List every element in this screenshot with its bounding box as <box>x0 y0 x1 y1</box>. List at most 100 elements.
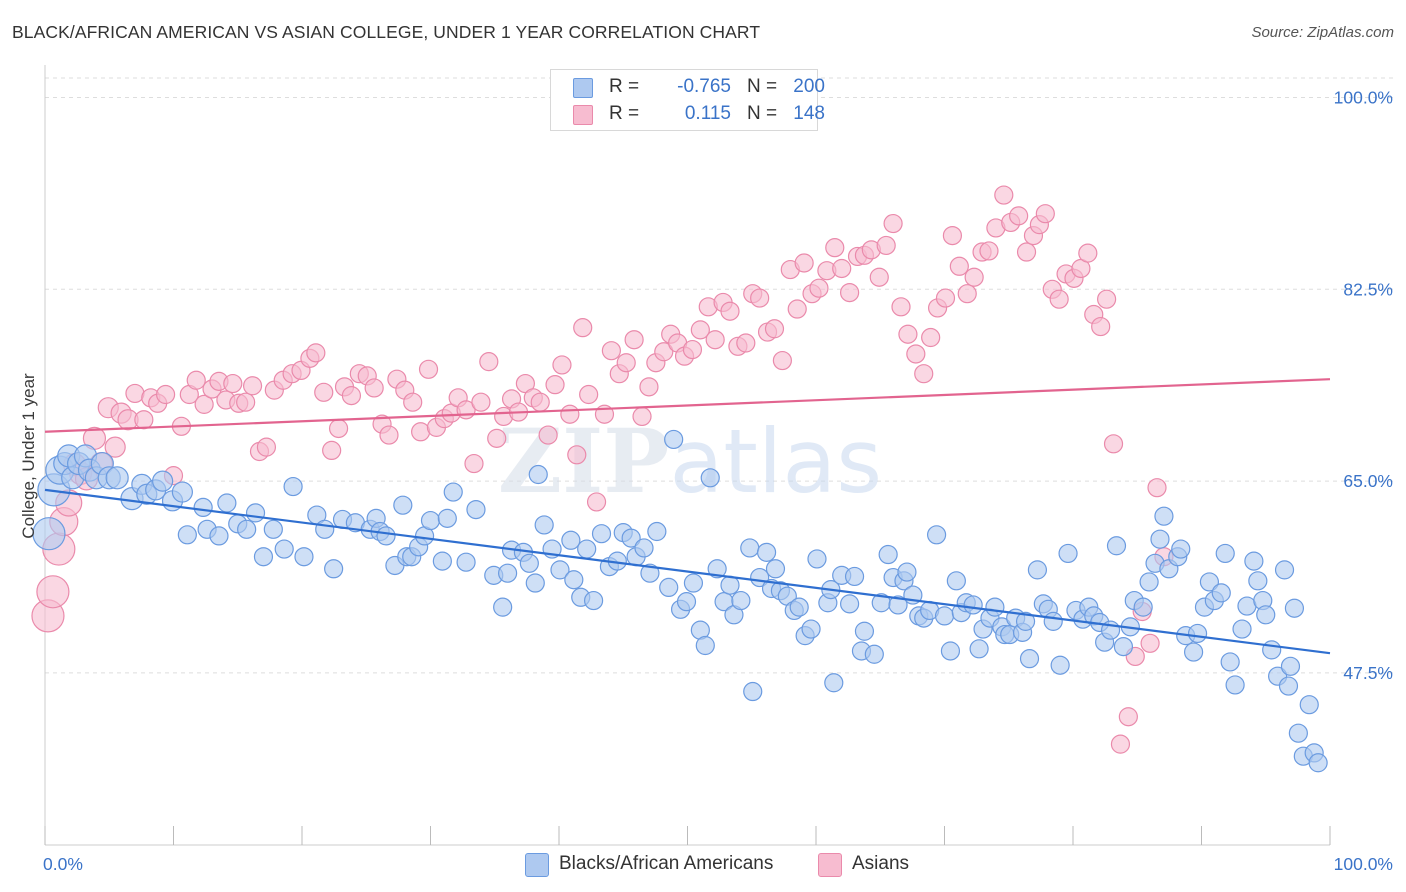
point-pink-62 <box>487 428 507 448</box>
point-pink-103 <box>787 299 807 319</box>
point-pink-1 <box>36 575 70 609</box>
point-pink-82 <box>632 406 652 427</box>
point-blue-107 <box>824 673 844 693</box>
point-pink-73 <box>567 445 587 465</box>
series-asians <box>31 185 1174 754</box>
point-blue-180 <box>1248 571 1268 591</box>
point-blue-59 <box>519 553 539 573</box>
point-blue-182 <box>1256 605 1276 625</box>
point-blue-91 <box>731 590 751 611</box>
point-pink-147 <box>1103 434 1124 454</box>
point-blue-52 <box>456 552 476 572</box>
legend-label-asians: Asians <box>852 853 910 874</box>
point-pink-22 <box>186 370 206 390</box>
series-blacks <box>32 429 1328 773</box>
point-blue-130 <box>963 595 983 615</box>
point-blue-86 <box>700 468 720 488</box>
point-blue-140 <box>1015 611 1036 631</box>
axes <box>44 65 1331 846</box>
point-pink-90 <box>690 320 710 340</box>
point-blue-188 <box>1284 598 1305 618</box>
point-pink-75 <box>579 384 599 405</box>
grid-lines <box>45 77 1395 674</box>
y-tick-labels: 47.5% 65.0% 82.5% 100.0% <box>1334 88 1393 683</box>
point-pink-148 <box>1110 734 1131 754</box>
point-blue-141 <box>1019 649 1040 669</box>
trend-line-asians <box>44 378 1331 433</box>
point-blue-53 <box>466 499 486 520</box>
point-blue-113 <box>864 644 884 664</box>
point-pink-32 <box>256 437 277 457</box>
point-blue-117 <box>888 595 908 615</box>
point-pink-80 <box>616 353 636 373</box>
point-pink-51 <box>403 392 423 412</box>
point-blue-127 <box>946 571 966 591</box>
point-pink-92 <box>705 330 725 350</box>
point-pink-41 <box>328 418 349 439</box>
point-blue-171 <box>1199 572 1220 592</box>
point-blue-79 <box>659 577 679 598</box>
correlation-legend: R = -0.765 N = 200 R = 0.115 N = 148 <box>550 69 825 131</box>
point-blue-155 <box>1106 536 1127 556</box>
point-pink-68 <box>530 392 550 412</box>
point-pink-125 <box>949 256 969 276</box>
legend-n-label: N = <box>747 76 778 97</box>
x-tick-label-0: 0.0% <box>43 854 83 874</box>
point-blue-83 <box>683 573 704 593</box>
point-blue-23 <box>209 526 229 546</box>
trend-lines <box>44 378 1331 655</box>
legend-n-label: N = <box>747 103 778 124</box>
point-blue-19 <box>171 481 193 503</box>
point-blue-29 <box>263 519 283 539</box>
watermark: ZIPatlas <box>498 409 882 513</box>
point-pink-83 <box>639 377 659 397</box>
point-pink-69 <box>538 425 558 445</box>
point-blue-82 <box>676 592 697 612</box>
point-blue-193 <box>1308 753 1328 773</box>
point-blue-49 <box>432 551 452 571</box>
point-pink-134 <box>1016 242 1037 262</box>
point-blue-175 <box>1220 652 1240 672</box>
x-tick-label-1: 100.0% <box>1334 854 1393 874</box>
point-blue-68 <box>577 539 597 559</box>
point-blue-145 <box>1043 611 1063 631</box>
point-pink-72 <box>560 404 580 424</box>
point-blue-126 <box>940 641 961 661</box>
point-blue-112 <box>854 621 875 641</box>
point-pink-145 <box>1091 316 1111 337</box>
point-pink-101 <box>772 350 792 371</box>
point-pink-124 <box>942 225 963 246</box>
point-blue-17 <box>152 470 174 492</box>
point-pink-30 <box>242 376 263 396</box>
point-blue-21 <box>193 497 213 518</box>
legend-r-label: R = <box>609 103 640 124</box>
point-pink-61 <box>479 352 499 372</box>
point-blue-30 <box>274 539 294 559</box>
point-pink-78 <box>601 341 621 361</box>
point-blue-64 <box>550 560 570 580</box>
point-pink-123 <box>935 288 956 308</box>
point-pink-89 <box>682 339 703 360</box>
point-blue-103 <box>801 619 821 639</box>
point-pink-23 <box>194 394 214 414</box>
point-pink-149 <box>1118 707 1138 727</box>
point-blue-156 <box>1113 636 1134 657</box>
point-pink-110 <box>840 282 860 303</box>
point-blue-87 <box>707 559 727 579</box>
point-blue-69 <box>583 590 604 611</box>
point-blue-41 <box>376 526 396 546</box>
legend-n-value: 200 <box>793 76 825 97</box>
point-blue-77 <box>640 563 660 583</box>
point-blue-191 <box>1299 695 1319 715</box>
point-blue-32 <box>294 547 314 567</box>
legend-swatch-pink <box>818 853 842 877</box>
point-pink-11 <box>104 436 126 458</box>
point-pink-109 <box>832 258 852 279</box>
point-pink-76 <box>586 492 607 512</box>
point-blue-124 <box>926 525 947 545</box>
point-pink-120 <box>914 364 934 384</box>
point-blue-26 <box>237 519 257 539</box>
point-blue-51 <box>443 482 463 502</box>
point-pink-146 <box>1097 289 1117 309</box>
point-blue-65 <box>561 530 581 550</box>
